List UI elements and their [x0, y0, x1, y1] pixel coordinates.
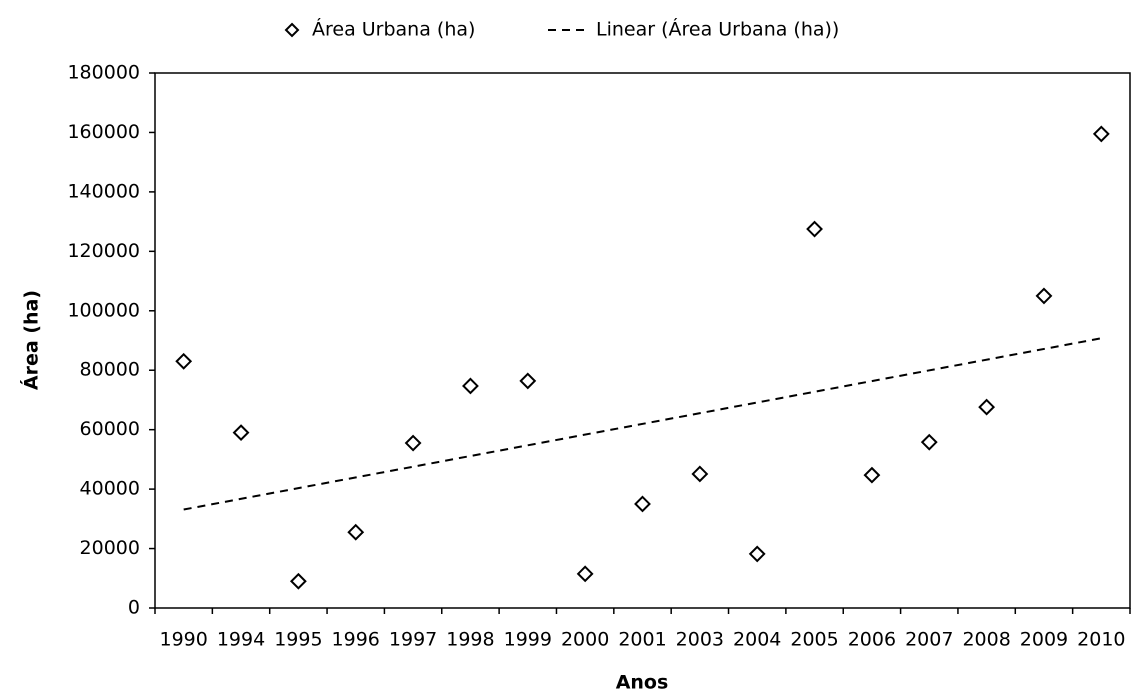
data-point — [634, 495, 651, 513]
x-tick-label: 2003 — [676, 629, 724, 651]
y-tick-label: 0 — [128, 597, 140, 619]
data-point — [462, 377, 479, 395]
x-tick-label: 2000 — [561, 629, 609, 651]
trendline — [183, 337, 1102, 511]
y-tick-label: 160000 — [67, 121, 140, 143]
data-point — [519, 372, 537, 390]
legend-label: Linear (Área Urbana (ha)) — [596, 18, 839, 41]
plot-frame — [154, 72, 1131, 609]
x-tick-label: 2009 — [1020, 629, 1068, 651]
legend-label: Área Urbana (ha) — [312, 18, 475, 41]
data-point — [691, 465, 709, 483]
data-point — [920, 433, 938, 451]
y-tick-label: 180000 — [67, 62, 140, 84]
x-tick-label: 2007 — [905, 629, 953, 651]
x-tick-label: 2006 — [848, 629, 896, 651]
data-point — [175, 352, 193, 370]
x-tick-label: 1996 — [332, 629, 380, 651]
x-tick-label: 2004 — [733, 629, 781, 651]
x-tick-label: 1995 — [274, 629, 322, 651]
data-point — [576, 565, 594, 583]
x-tick-label: 2008 — [962, 629, 1010, 651]
y-tick-label: 40000 — [80, 478, 140, 500]
x-tick-label: 1998 — [446, 629, 494, 651]
data-point — [232, 424, 250, 442]
x-tick-label: 1999 — [504, 629, 552, 651]
y-tick-label: 100000 — [67, 299, 140, 321]
data-point — [978, 398, 996, 416]
y-tick-label: 120000 — [67, 240, 140, 262]
data-point — [289, 572, 307, 590]
data-point — [1092, 125, 1110, 143]
data-point — [1035, 287, 1053, 305]
y-tick-label: 60000 — [80, 418, 140, 440]
y-tick-label: 80000 — [80, 359, 140, 381]
x-tick-label: 2010 — [1077, 629, 1125, 651]
y-axis-title: Área (ha) — [20, 290, 43, 390]
x-axis-title: Anos — [616, 672, 669, 694]
x-tick-label: 1990 — [159, 629, 207, 651]
x-tick-label: 1994 — [217, 629, 265, 651]
data-point — [404, 434, 422, 452]
data-point — [347, 523, 365, 541]
x-tick-label: 1997 — [389, 629, 437, 651]
x-tick-label: 2005 — [790, 629, 838, 651]
data-point — [806, 220, 823, 238]
legend-marker — [284, 22, 300, 38]
y-tick-label: 140000 — [67, 180, 140, 202]
x-tick-label: 2001 — [618, 629, 666, 651]
data-point — [748, 545, 766, 563]
y-tick-label: 20000 — [80, 537, 140, 559]
data-point — [863, 466, 881, 484]
